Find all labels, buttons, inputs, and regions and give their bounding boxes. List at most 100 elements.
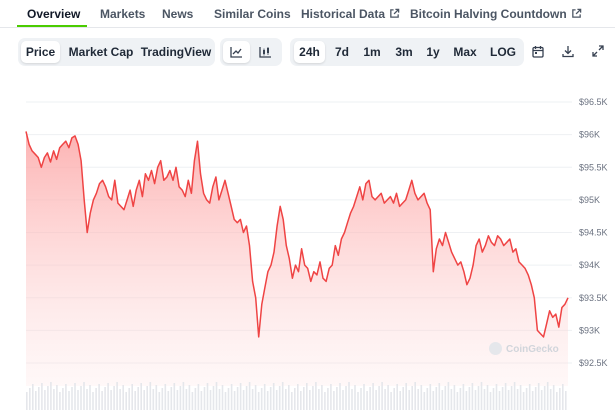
tab-bitcoin-halving-countdown[interactable]: Bitcoin Halving Countdown xyxy=(410,7,582,21)
volume-bar xyxy=(92,392,94,410)
calendar-icon xyxy=(532,46,544,58)
volume-bar xyxy=(176,390,179,410)
tab-similar-coins[interactable]: Similar Coins xyxy=(214,7,291,21)
range-1m-button[interactable]: 1m xyxy=(363,45,381,59)
volume-bar xyxy=(559,388,561,410)
volume-bar xyxy=(110,390,112,410)
volume-bar xyxy=(98,384,100,410)
calendar-button[interactable] xyxy=(524,38,552,66)
coingecko-watermark: CoinGecko xyxy=(489,342,559,355)
volume-bar xyxy=(408,390,410,410)
range-3m-button[interactable]: 3m xyxy=(395,45,413,59)
volume-bar xyxy=(345,386,347,410)
volume-bar xyxy=(565,391,567,410)
volume-bar xyxy=(306,383,308,410)
external-link-icon xyxy=(390,8,400,18)
watermark-text: CoinGecko xyxy=(506,344,559,355)
volume-bar xyxy=(291,392,293,410)
volume-bar xyxy=(552,385,555,410)
volume-bar xyxy=(80,386,82,410)
volume-bar xyxy=(357,392,359,410)
volume-bar xyxy=(194,388,197,410)
volume-bar xyxy=(369,387,371,410)
tab-news[interactable]: News xyxy=(162,7,194,21)
volume-bar xyxy=(339,383,341,410)
volume-bar xyxy=(263,384,266,410)
tab-historical-data[interactable]: Historical Data xyxy=(301,7,400,21)
volume-bar xyxy=(489,392,492,410)
volume-bar xyxy=(260,388,263,410)
volume-bar xyxy=(137,387,139,410)
market-cap-button[interactable]: Market Cap xyxy=(68,45,134,59)
active-tab-underline xyxy=(17,25,87,27)
volume-bar xyxy=(354,385,356,410)
tab-overview[interactable]: Overview xyxy=(27,7,81,21)
volume-bar xyxy=(381,382,383,410)
price-line xyxy=(25,131,569,338)
volume-bar xyxy=(185,389,188,410)
volume-bar xyxy=(215,382,218,410)
tab-halving-label: Bitcoin Halving Countdown xyxy=(410,7,567,21)
volume-bar xyxy=(197,384,200,410)
y-tick-label: $96K xyxy=(579,130,600,140)
volume-bar xyxy=(492,388,495,410)
volume-bar xyxy=(336,387,338,410)
volume-bar xyxy=(510,386,513,410)
volume-bar xyxy=(116,382,118,410)
volume-bar xyxy=(483,389,486,410)
fullscreen-button[interactable] xyxy=(584,38,612,66)
volume-bar xyxy=(149,382,152,410)
volume-bar xyxy=(77,390,79,410)
volume-bar xyxy=(74,383,76,410)
log-scale-button[interactable]: LOG xyxy=(490,45,516,59)
volume-bar xyxy=(405,383,407,410)
volume-bar xyxy=(477,386,480,410)
volume-bar xyxy=(387,385,389,410)
coin-page-tabs: Overview Markets News Similar Coins Hist… xyxy=(0,0,615,28)
volume-bar xyxy=(312,386,314,410)
volume-bar xyxy=(543,386,546,410)
coingecko-logo-icon xyxy=(489,342,502,355)
line-chart-button[interactable] xyxy=(223,41,250,63)
volume-bar xyxy=(227,388,230,410)
volume-bar xyxy=(480,382,483,410)
volume-bar xyxy=(303,387,305,410)
volume-bar xyxy=(89,385,91,410)
price-button[interactable]: Price xyxy=(21,41,60,63)
volume-bar xyxy=(62,388,64,410)
volume-bar xyxy=(257,392,260,410)
volume-bar xyxy=(528,384,531,410)
y-tick-label: $94K xyxy=(579,260,600,270)
volume-bar xyxy=(516,389,519,410)
volume-bar xyxy=(86,389,88,410)
volume-bar xyxy=(366,391,368,410)
download-icon xyxy=(562,46,574,58)
volume-bar xyxy=(546,382,549,410)
range-24h-button[interactable]: 24h xyxy=(294,41,325,63)
volume-bar xyxy=(50,382,52,410)
volume-bar xyxy=(170,387,173,410)
volume-bar xyxy=(420,385,423,410)
volume-bar xyxy=(161,388,164,410)
price-chart[interactable]: $92.5K $93K $93.5K $94K $94.5K $95K $95.5K $96K… xyxy=(0,70,615,410)
download-button[interactable] xyxy=(554,38,582,66)
volume-bar xyxy=(38,387,40,410)
range-1y-button[interactable]: 1y xyxy=(426,45,440,59)
y-tick-label: $94.5K xyxy=(579,228,608,238)
volume-bar xyxy=(107,383,109,410)
time-range-group: 24h 7d 1m 3m 1y Max LOG xyxy=(290,38,524,66)
volume-bar xyxy=(556,392,558,410)
volume-bar xyxy=(285,389,287,410)
tradingview-button[interactable]: TradingView xyxy=(140,45,212,59)
candlestick-chart-button[interactable] xyxy=(252,41,279,63)
volume-bar xyxy=(248,382,251,410)
volume-bar xyxy=(549,389,552,410)
tab-markets[interactable]: Markets xyxy=(100,7,146,21)
volume-bar xyxy=(462,384,465,410)
range-7d-button[interactable]: 7d xyxy=(334,45,349,59)
volume-bar xyxy=(44,390,46,410)
range-max-button[interactable]: Max xyxy=(453,45,477,59)
volume-bar xyxy=(450,389,453,410)
volume-bar xyxy=(375,390,377,410)
volume-bar xyxy=(119,389,121,410)
